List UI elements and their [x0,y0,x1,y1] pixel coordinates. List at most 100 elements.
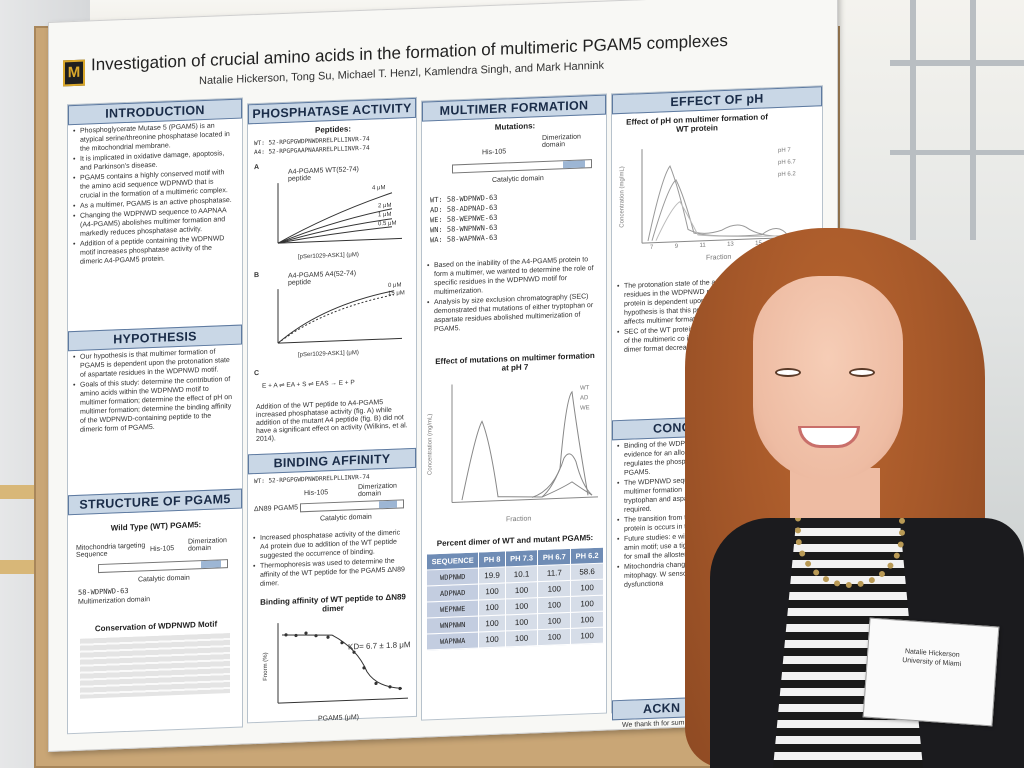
binding-xlabel: PGAM5 (μM) [318,714,359,723]
name-badge: Natalie Hickerson University of Miami [862,617,1000,727]
presenter-person [655,228,1024,768]
table-cell: 100 [570,595,604,613]
column-1: INTRODUCTION Phosphoglycerate Mutase 5 (… [67,97,243,735]
table-cell: 100 [505,629,538,647]
graph-a-series-label: 1 μM [378,211,392,219]
multimer-panel: Mutations: His-105 Dimerization domain C… [422,115,606,722]
table-cell: WAPNWA [426,631,479,650]
mito-label: Mitochondria targeting Sequence [76,542,146,559]
table-cell: 58.6 [570,563,604,581]
table-header: PH 7.3 [505,549,538,567]
research-poster: M Investigation of crucial amino acids i… [48,0,838,753]
table-cell: 100 [478,582,506,600]
face [753,276,903,481]
table-cell: 100 [478,630,506,648]
mutant-list: WT: 58-WDPNWD-63 AD: 58-ADPNAD-63 WE: 58… [430,193,497,246]
multimer-xlabel: Fraction [506,515,532,524]
university-logo: M [63,59,85,87]
dimer-domain-box [563,160,585,169]
dimer-domain-box [379,500,397,509]
table-cell: 100 [570,611,604,629]
reaction-scheme: E + A ⇌ EA + S ⇌ EAS → E + P [262,379,355,390]
multimer-sec-graph [451,384,598,503]
binding-bullets: Increased phosphatase activity of the di… [248,526,418,591]
graph-a-series-label: 4 μM [372,185,386,192]
table-cell: 100 [537,580,571,598]
table-cell: 100 [537,596,571,614]
binding-curve [277,623,408,704]
multimer-catalytic-label: Catalytic domain [492,174,544,184]
ph-sec-graph [641,149,798,244]
catalytic-label: Catalytic domain [138,574,190,584]
percent-dimer-table: SEQUENCE PH 8 PH 7.3 PH 6.7 PH 6.2 WDPNW… [426,547,604,651]
phosphatase-graph-a [277,183,402,244]
railing [890,150,1024,155]
multimer-his-label: His-105 [482,148,507,157]
phosphatase-caption: Addition of the WT peptide to A4-PGAM5 i… [256,399,408,444]
graph-a-series-label: 2 μM [378,202,392,210]
multimer-graph-title: Effect of mutations on multimer formatio… [435,350,595,373]
x-tick: 7 [650,244,654,251]
column-3: MULTIMER FORMATION Mutations: His-105 Di… [421,93,607,722]
binding-dimer-label: Dimerization domain [358,482,397,499]
dimer-label: Dimerization domain [188,537,227,553]
mutant-seq: WA: 58-WAPNWA-63 [430,233,498,245]
dimer-domain-box [201,560,221,569]
railing-post [910,0,916,240]
column-2: PHOSPHATASE ACTIVITY Peptides: WT: 52-RP… [247,96,418,724]
table-header: PH 6.7 [537,548,571,566]
table-cell: 100 [537,612,571,630]
multimer-legend-item: WE [580,405,590,412]
hypothesis-bullets: Our hypothesis is that multimer formatio… [68,345,242,492]
wt-label: Wild Type (WT) PGAM5: [110,520,202,533]
bullet: Addition of a peptide containing the WDP… [80,234,234,267]
right-eye [849,368,875,377]
table-header: PH 8 [478,550,506,568]
phosphatase-panel: Peptides: WT: 52-RPGPGWDPNWDRRELPLLINVR-… [248,118,416,454]
multimerization-label: Multimerization domain [78,596,150,606]
table-cell: 100 [505,613,538,631]
ph-legend-item: pH 7 [778,147,791,154]
bullet: Based on the inability of the A4-PGAM5 p… [434,255,600,297]
table-cell: 100 [478,614,506,632]
domain-bar [98,559,228,574]
multimer-legend-item: AD [580,395,589,402]
peptides-label: Peptides: [314,124,351,135]
column-4: EFFECT OF pH Effect of pH on multimer fo… [611,85,823,729]
graph-a-series-label: 0.5 μM [378,220,397,228]
multimer-legend-item: WT [580,385,590,392]
graph-b-series-label: 0 μM [388,282,402,289]
motif-seq: 58-WDPNWD-63 [78,586,129,597]
graph-b-series-label: 15 μM [388,290,405,297]
table-cell: 100 [570,579,604,597]
multimer-ylabel: Concentration (mg/mL) [427,413,434,476]
structure-panel: Wild Type (WT) PGAM5: Mitochondria targe… [68,509,242,752]
table-cell: 10.1 [505,565,538,583]
table-cell: 100 [537,628,571,646]
panel-a-label: A [254,163,260,172]
panel-b-label: B [254,271,260,280]
ph-ylabel: Concentration (mg/mL) [619,166,626,228]
construct-label: ΔN89 PGAM5 [254,504,298,514]
table-cell: 100 [478,598,506,616]
smile [798,426,860,448]
table-cell: 100 [505,597,538,615]
multimer-dimer-label: Dimerization domain [542,133,581,150]
binding-catalytic-label: Catalytic domain [320,513,372,523]
his-label: His-105 [150,545,175,554]
bullet: Analysis by size exclusion chromatograph… [434,292,600,334]
table-cell: 11.7 [537,564,571,582]
conservation-title: Conservation of WDPNWD Motif [94,619,218,634]
binding-wt-peptide: WT: 52-RPGPGWDPNWDRRELPLLINVR-74 [254,473,370,486]
binding-his-label: His-105 [304,489,329,498]
table-header: PH 6.2 [570,547,604,565]
panel-c-label: C [254,369,260,378]
railing [890,60,1024,66]
railing-post [970,0,976,240]
left-eye [775,368,801,377]
alignment-image [80,633,230,699]
multimer-bullets: Based on the inability of the A4-PGAM5 p… [422,252,608,335]
table-cell: 100 [570,627,604,645]
introduction-bullets: Phosphoglycerate Mutase 5 (PGAM5) is an … [68,119,242,326]
binding-graph-title: Binding affinity of WT peptide to ΔN89 d… [260,592,406,614]
